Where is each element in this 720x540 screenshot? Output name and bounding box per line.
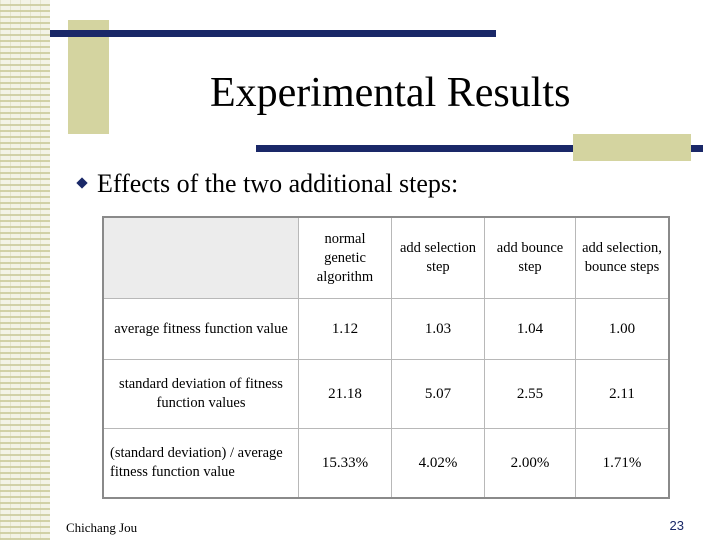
table-cell: 1.12 [298, 298, 392, 360]
table-cell: 5.07 [391, 359, 485, 429]
table-header-row: normal genetic algorithm add selection s… [102, 216, 670, 299]
row-label: (standard deviation) / average fitness f… [102, 428, 299, 499]
bullet-text: Effects of the two additional steps: [97, 169, 459, 198]
page-number: 23 [669, 518, 684, 533]
table-cell: 1.04 [484, 298, 576, 360]
left-decorative-strip [0, 0, 50, 540]
row-label: average fitness function value [102, 298, 299, 360]
table-cell: 2.55 [484, 359, 576, 429]
table-corner-cell [102, 216, 299, 299]
middle-decorative-bar [256, 145, 703, 152]
author-footer: Chichang Jou [66, 520, 138, 535]
table-cell: 21.18 [298, 359, 392, 429]
table-cell: 15.33% [298, 428, 392, 499]
slide-title: Experimental Results [210, 70, 571, 116]
row-label: standard deviation of fitness function v… [102, 359, 299, 429]
table-cell: 1.03 [391, 298, 485, 360]
table-cell: 1.00 [575, 298, 670, 360]
table-row: (standard deviation) / average fitness f… [102, 428, 670, 499]
column-header: add selection step [391, 216, 485, 299]
column-header: normal genetic algorithm [298, 216, 392, 299]
table-cell: 4.02% [391, 428, 485, 499]
bullet-point: Effects of the two additional steps: [76, 168, 459, 200]
right-decorative-block [573, 134, 691, 161]
table-cell: 1.71% [575, 428, 670, 499]
table-row: average fitness function value 1.12 1.03… [102, 298, 670, 360]
top-decorative-bar [50, 30, 496, 37]
table-row: standard deviation of fitness function v… [102, 359, 670, 429]
diamond-bullet-icon [76, 177, 88, 189]
top-left-decorative-block [68, 20, 109, 134]
table-cell: 2.00% [484, 428, 576, 499]
column-header: add selection, bounce steps [575, 216, 670, 299]
table-cell: 2.11 [575, 359, 670, 429]
column-header: add bounce step [484, 216, 576, 299]
results-table: normal genetic algorithm add selection s… [102, 216, 670, 499]
